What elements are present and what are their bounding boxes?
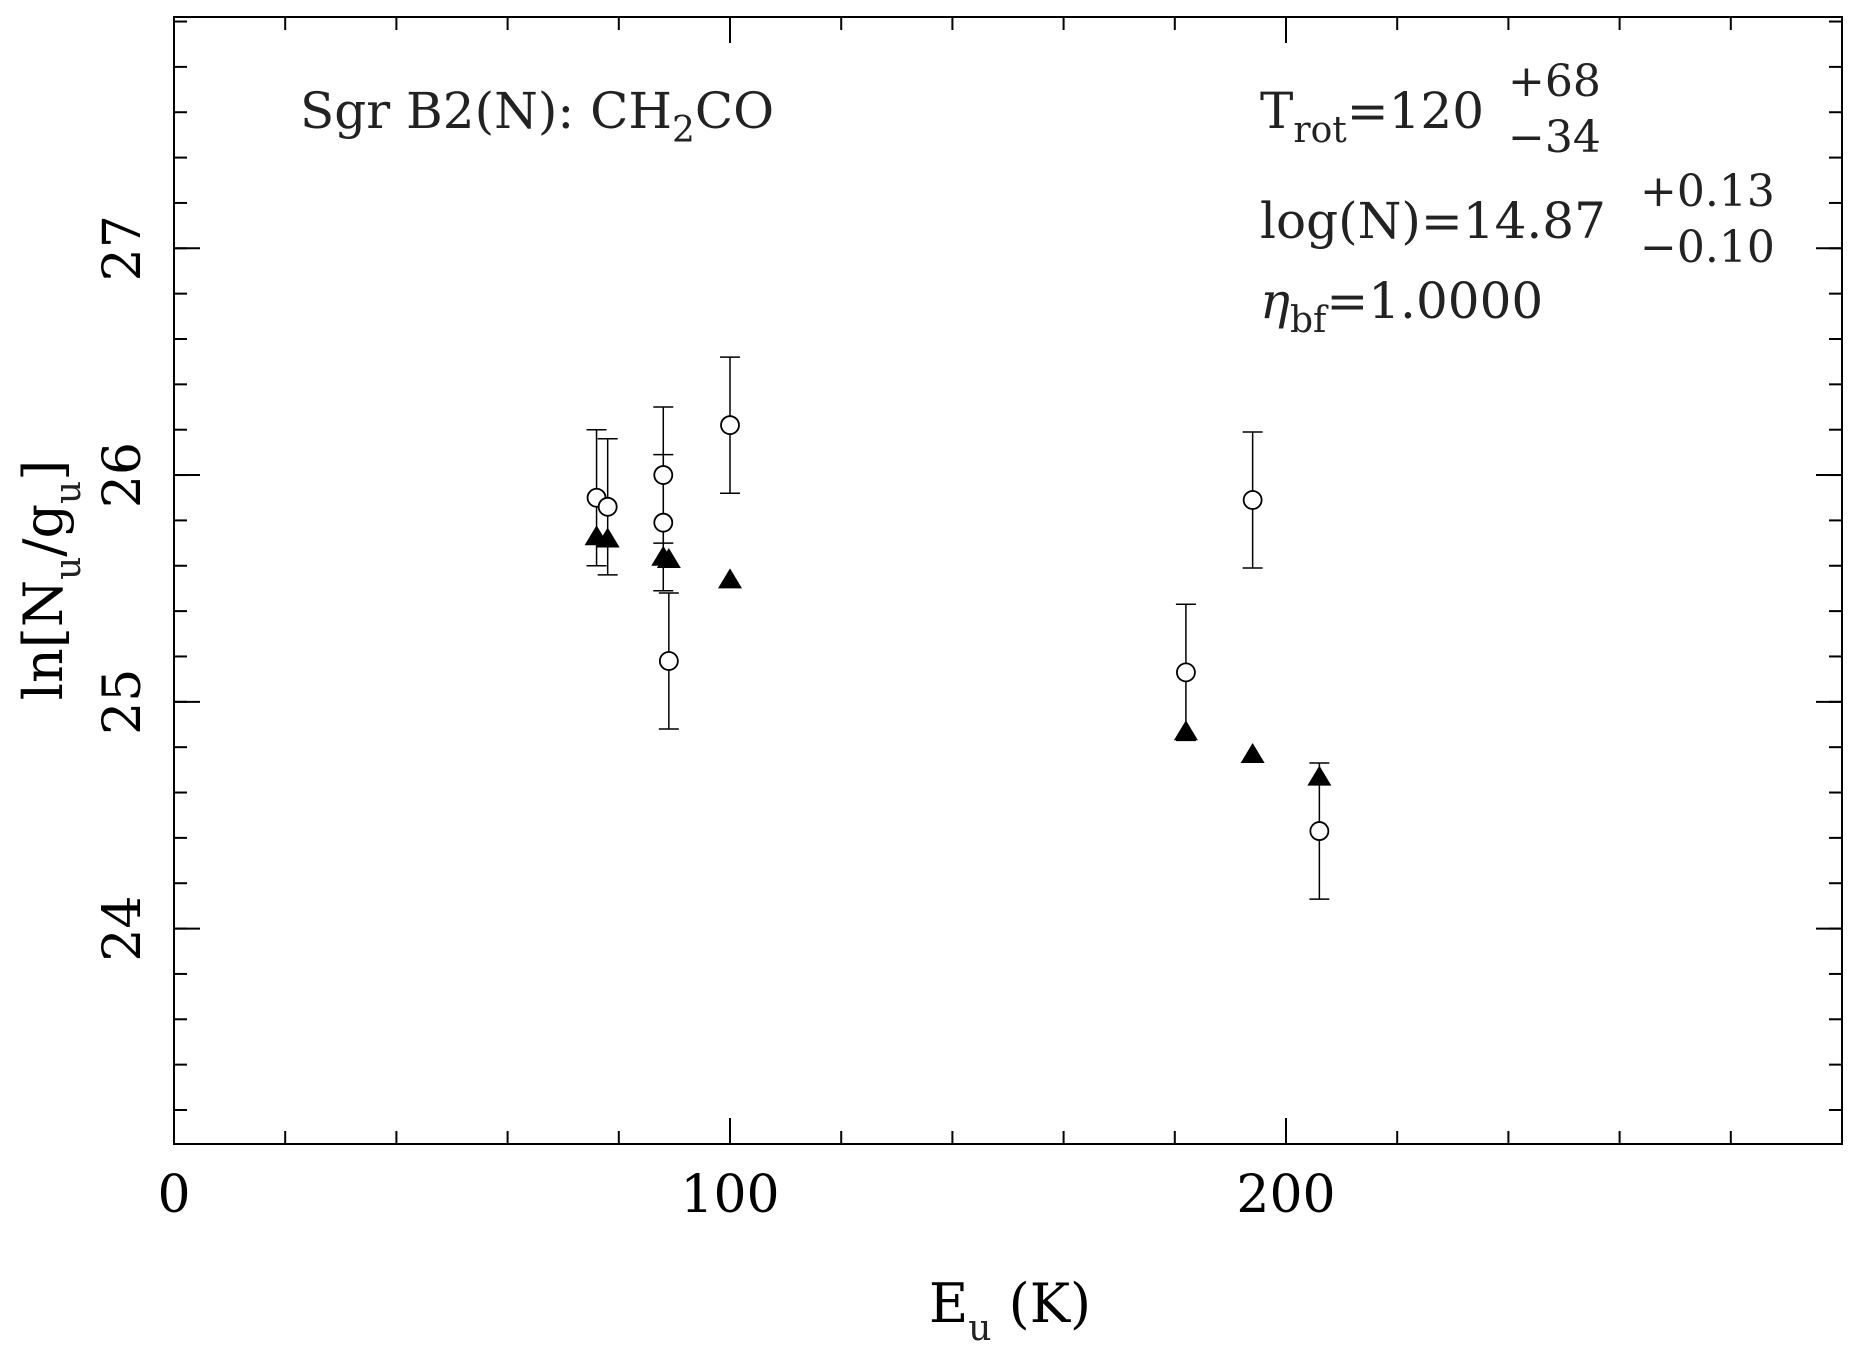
x-tick-label: 200 (1236, 1165, 1335, 1225)
filled-triangle-marker (1173, 720, 1198, 741)
open-circle-marker (720, 415, 740, 436)
open-circle-marker (1176, 662, 1196, 683)
logn-upper-error: +0.13 (1640, 166, 1775, 217)
plot-frame (173, 16, 1843, 1145)
open-circle-marker (653, 512, 674, 533)
x-tick-label: 100 (680, 1165, 779, 1225)
filled-triangle-marker (718, 568, 742, 589)
open-circle-marker (597, 496, 618, 517)
major-ticks (173, 17, 1842, 1144)
filled-triangle-marker (595, 527, 620, 548)
eta-annotation: ηbf=1.0000 (1260, 272, 1543, 341)
y-tick-labels: 24 25 26 27 (93, 215, 153, 961)
y-tick-label: 27 (93, 215, 153, 281)
minor-ticks (173, 17, 1843, 1144)
logn-lower-error: −0.10 (1640, 222, 1775, 273)
x-tick-label: 0 (157, 1165, 190, 1225)
open-circle-marker (653, 465, 674, 485)
y-tick-label: 26 (93, 442, 153, 508)
filled-triangle-marker (1307, 765, 1332, 786)
open-circle-marker (658, 651, 679, 671)
filled-triangle-marker (656, 547, 681, 568)
error-bars (586, 356, 1330, 900)
open-circle-marker (1242, 490, 1263, 510)
x-tick-labels: 0 100 200 (157, 1165, 1335, 1225)
source-annotation: Sgr B2(N): CH2CO (300, 82, 774, 151)
y-tick-label: 25 (93, 669, 153, 735)
trot-annotation: Trot=120 (1260, 82, 1484, 151)
y-axis-title: ln[Nu/gu] (12, 460, 89, 701)
logn-annotation: log(N)=14.87 (1260, 192, 1606, 250)
x-axis-title: Eu (K) (929, 1272, 1091, 1347)
open-circle-marker (1309, 821, 1330, 841)
data-markers (584, 415, 1332, 841)
y-tick-label: 24 (93, 895, 153, 961)
trot-lower-error: −34 (1508, 112, 1601, 163)
filled-triangle-marker (1240, 742, 1265, 763)
trot-upper-error: +68 (1508, 56, 1601, 107)
